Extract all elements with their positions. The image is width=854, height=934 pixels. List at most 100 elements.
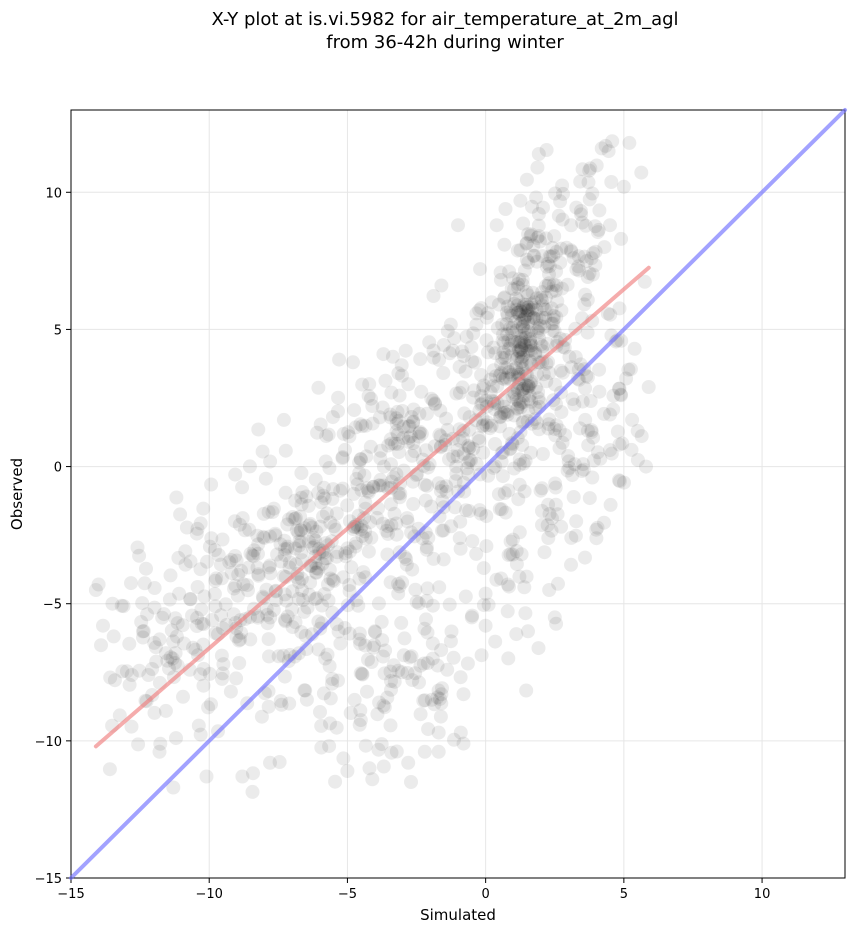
data-point: [349, 536, 363, 551]
data-point: [597, 515, 611, 530]
data-point: [274, 554, 289, 569]
data-point: [383, 718, 398, 733]
data-point: [352, 465, 367, 480]
data-point: [459, 329, 474, 344]
data-point: [532, 331, 547, 346]
data-point: [592, 362, 607, 377]
data-point: [507, 408, 521, 423]
data-point: [519, 252, 534, 267]
data-point: [242, 459, 257, 474]
data-point: [384, 497, 398, 512]
data-point: [311, 380, 326, 395]
data-point: [634, 165, 649, 180]
data-point: [572, 263, 587, 278]
data-point: [462, 453, 477, 468]
x-tick-label: −15: [57, 887, 84, 902]
data-point: [546, 316, 561, 331]
data-point: [585, 267, 600, 282]
data-point: [612, 381, 626, 396]
data-point: [417, 477, 432, 492]
data-point: [500, 360, 515, 375]
data-point: [442, 346, 457, 361]
data-point: [331, 404, 345, 419]
data-point: [360, 481, 375, 496]
data-point: [533, 483, 548, 498]
data-point: [358, 418, 373, 433]
data-point: [194, 602, 209, 617]
data-point: [124, 668, 139, 682]
data-point: [450, 449, 465, 464]
data-point: [515, 382, 530, 397]
data-point: [476, 381, 490, 396]
data-point: [531, 391, 546, 406]
data-point: [404, 410, 419, 424]
data-point: [505, 532, 520, 547]
data-point: [301, 498, 316, 513]
data-point: [524, 338, 539, 353]
data-point: [358, 524, 373, 539]
data-point: [558, 428, 573, 443]
data-point: [188, 642, 203, 657]
data-point: [481, 468, 496, 483]
data-point: [391, 436, 405, 451]
data-point: [561, 454, 576, 469]
data-point: [355, 377, 370, 392]
data-point: [425, 651, 440, 666]
data-point: [495, 350, 509, 365]
data-point: [430, 690, 445, 705]
data-point: [389, 744, 404, 759]
data-point: [625, 412, 640, 427]
data-point: [509, 323, 524, 338]
data-point: [232, 517, 247, 532]
data-point: [443, 317, 458, 332]
data-point: [256, 591, 271, 606]
data-point: [293, 509, 308, 524]
data-point: [521, 300, 536, 315]
data-point: [173, 507, 188, 522]
data-point: [535, 481, 549, 496]
data-point: [432, 427, 447, 442]
data-point: [452, 531, 467, 546]
data-point: [425, 636, 440, 651]
data-point: [517, 580, 532, 595]
data-point: [226, 607, 241, 622]
data-point: [391, 413, 406, 428]
data-point: [497, 399, 512, 414]
data-point: [335, 451, 350, 466]
data-point: [396, 648, 411, 663]
data-point: [318, 651, 333, 666]
data-point: [384, 518, 399, 533]
data-point: [291, 525, 306, 540]
data-point: [565, 468, 580, 483]
y-tick-label: 5: [54, 323, 62, 338]
data-point: [516, 348, 531, 363]
data-point: [307, 539, 322, 554]
data-point: [277, 669, 292, 684]
data-point: [412, 675, 426, 690]
data-point: [233, 632, 248, 647]
data-point: [604, 446, 619, 461]
data-point: [179, 520, 194, 535]
data-point: [158, 703, 173, 718]
data-point: [311, 614, 326, 629]
data-point: [366, 480, 381, 494]
data-point: [303, 516, 318, 531]
data-point: [568, 528, 583, 543]
data-point: [314, 718, 329, 733]
data-point: [520, 307, 535, 322]
data-point: [386, 470, 401, 485]
data-point: [355, 528, 370, 543]
data-point: [309, 565, 324, 580]
data-point: [514, 547, 529, 562]
data-point: [523, 229, 538, 243]
data-point: [288, 615, 303, 630]
data-point: [280, 539, 295, 554]
data-point: [546, 248, 561, 263]
data-point: [322, 461, 337, 475]
data-point: [539, 231, 554, 246]
data-point: [282, 560, 297, 575]
data-point: [601, 144, 616, 159]
data-point: [553, 194, 568, 209]
data-point: [511, 344, 526, 359]
data-point: [340, 764, 355, 778]
